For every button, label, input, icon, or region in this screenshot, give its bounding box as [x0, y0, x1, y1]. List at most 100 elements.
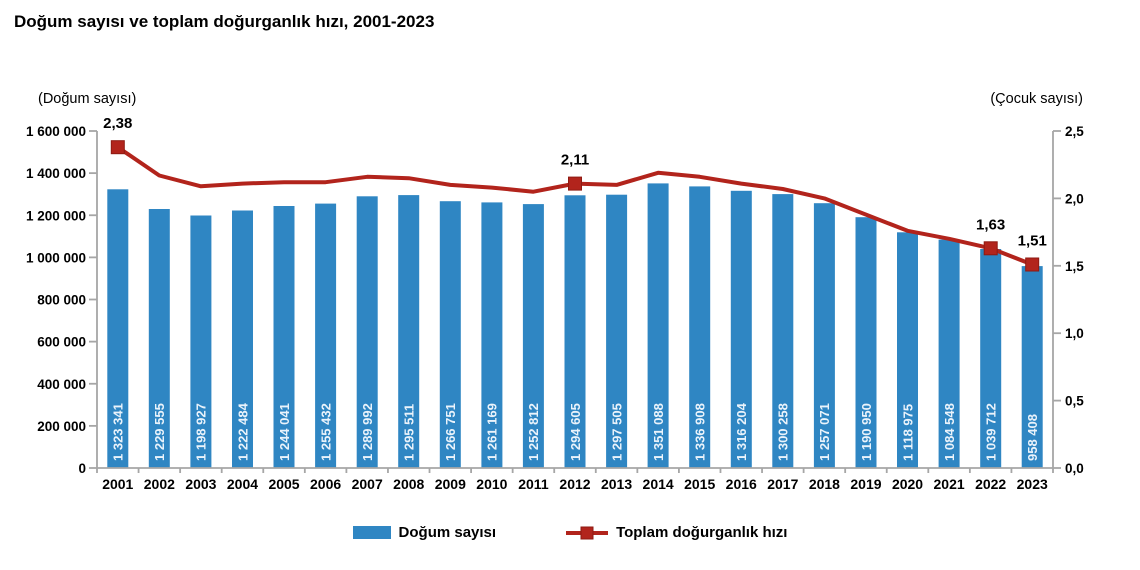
bar: [855, 217, 877, 468]
year-label: 2009: [435, 476, 466, 492]
right-axis-tick-label: 2,5: [1065, 124, 1084, 139]
bar: [273, 206, 295, 468]
bar: [398, 195, 420, 468]
bar-value-label: 1 229 555: [152, 403, 167, 461]
bar-value-label: 1 266 751: [443, 403, 458, 461]
right-axis-tick-label: 0,5: [1065, 394, 1084, 409]
bar-value-label: 1 300 258: [776, 403, 791, 461]
bar: [606, 194, 628, 468]
left-axis-tick-label: 0: [78, 461, 86, 476]
right-axis-tick-label: 1,0: [1065, 326, 1084, 341]
year-label: 2023: [1017, 476, 1048, 492]
bar-series-swatch-icon: [352, 526, 391, 539]
bar: [938, 239, 960, 468]
bar: [522, 204, 544, 468]
bar: [107, 189, 129, 469]
year-label: 2002: [144, 476, 175, 492]
right-axis-title: (Çocuk sayısı): [990, 91, 1083, 107]
year-label: 2005: [268, 476, 299, 492]
fertility-marker: [568, 176, 582, 191]
year-label: 2018: [809, 476, 840, 492]
year-label: 2015: [684, 476, 715, 492]
year-label: 2001: [102, 476, 133, 492]
legend-item-birth-count: Doğum sayısı: [352, 524, 497, 541]
right-axis-tick-label: 1,5: [1065, 259, 1084, 274]
right-axis-tick-label: 0,0: [1065, 461, 1084, 476]
bar: [772, 194, 794, 468]
bar: [689, 186, 711, 468]
bar: [1021, 266, 1043, 468]
left-axis-tick-label: 600 000: [37, 335, 86, 350]
year-label: 2007: [352, 476, 383, 492]
left-axis-title: (Doğum sayısı): [38, 91, 136, 107]
bar: [813, 203, 835, 468]
bar: [315, 203, 337, 468]
bar-value-label: 1 118 975: [900, 404, 915, 461]
left-axis-tick-label: 200 000: [37, 419, 86, 434]
bar: [481, 202, 503, 468]
year-label: 2011: [518, 476, 549, 492]
bar-value-label: 1 289 992: [360, 403, 375, 461]
right-axis-tick-label: 2,0: [1065, 191, 1084, 206]
bar: [647, 183, 669, 468]
year-label: 2008: [393, 476, 424, 492]
year-label: 2012: [559, 476, 590, 492]
bar-value-label: 1 316 204: [734, 402, 749, 461]
year-label: 2014: [643, 476, 674, 492]
bar-value-label: 958 408: [1025, 414, 1040, 461]
left-axis-tick-label: 1 400 000: [26, 166, 86, 181]
legend-item-fertility-rate: Toplam doğurganlık hızı: [566, 524, 787, 541]
bars-layer: 1 323 341 1 229 555 1 198 927 1 222 484 1 24…: [107, 183, 1043, 469]
year-label: 2022: [975, 476, 1006, 492]
year-label: 2003: [185, 476, 216, 492]
bar-value-label: 1 084 548: [942, 403, 957, 461]
bar: [730, 190, 752, 469]
fertility-marker: [983, 241, 998, 256]
legend-label-fertility-rate: Toplam doğurganlık hızı: [616, 524, 788, 541]
bar-value-label: 1 323 341: [111, 403, 126, 461]
fertility-point-label: 2,11: [561, 152, 589, 169]
fertility-marker: [110, 140, 125, 155]
bar-value-label: 1 294 605: [568, 403, 583, 461]
chart-legend: Doğum sayısı Toplam doğurganlık hızı: [0, 524, 1140, 541]
bar: [190, 215, 212, 468]
year-label: 2017: [767, 476, 798, 492]
year-label: 2006: [310, 476, 341, 492]
bar-value-label: 1 039 712: [984, 403, 999, 461]
bar: [897, 232, 918, 468]
bar-value-label: 1 244 041: [277, 403, 292, 461]
bar-value-label: 1 336 908: [693, 403, 708, 461]
chart-title: Doğum sayısı ve toplam doğurganlık hızı,…: [14, 12, 435, 31]
year-label: 2013: [601, 476, 632, 492]
year-label: 2010: [476, 476, 507, 492]
year-label: 2020: [892, 476, 923, 492]
line-marker-icon: [580, 526, 594, 539]
bar-value-label: 1 351 088: [651, 403, 666, 461]
axes-layer: 0 200 000 400 000 600 000 800 000 1 000 000 1 …: [26, 124, 1084, 492]
fertility-point-label: 2,38: [103, 115, 132, 132]
bar-value-label: 1 190 950: [859, 403, 874, 461]
bar: [148, 209, 170, 468]
legend-label-birth-count: Doğum sayısı: [398, 524, 497, 541]
bar: [564, 195, 586, 469]
fertility-line-layer: 2,38 2,11 1,63 1,51: [103, 115, 1047, 272]
left-axis-tick-label: 1 200 000: [26, 208, 86, 223]
fertility-point-label: 1,51: [1018, 233, 1047, 250]
bar-value-label: 1 222 484: [235, 402, 250, 461]
bar-value-label: 1 252 812: [526, 403, 541, 461]
bar: [439, 201, 461, 468]
bar-value-label: 1 255 432: [318, 403, 333, 461]
fertility-marker: [1025, 257, 1040, 272]
bar-value-label: 1 261 169: [485, 403, 500, 461]
year-label: 2004: [227, 476, 258, 492]
bar-value-label: 1 257 071: [817, 403, 832, 461]
bar-value-label: 1 297 505: [609, 403, 624, 461]
year-label: 2021: [934, 476, 965, 492]
left-axis-tick-label: 800 000: [37, 293, 86, 308]
bar: [980, 249, 1002, 468]
fertility-point-label: 1,63: [976, 216, 1005, 233]
bar: [232, 210, 253, 468]
bar-value-label: 1 295 511: [402, 404, 417, 461]
